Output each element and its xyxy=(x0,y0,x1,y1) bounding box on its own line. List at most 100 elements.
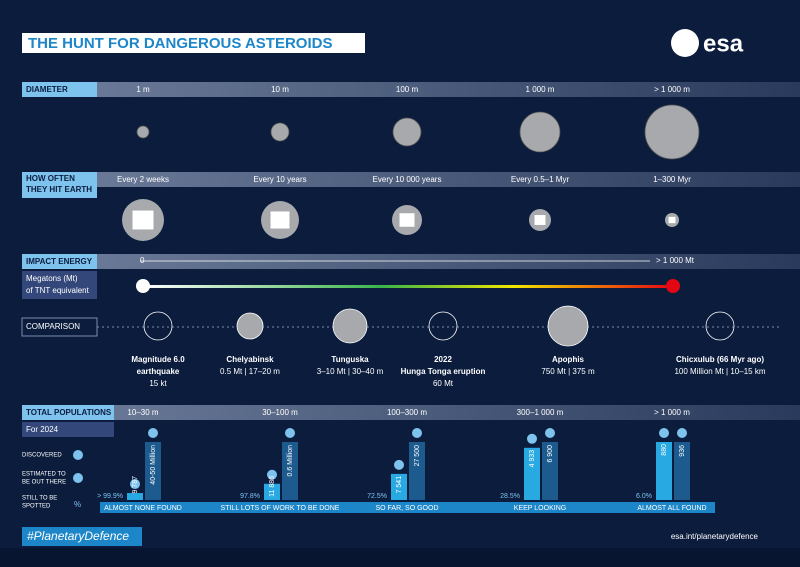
asteroid xyxy=(392,117,422,147)
label: Every 10 years xyxy=(253,175,306,184)
label: % xyxy=(74,500,81,509)
label: 936 xyxy=(679,445,686,457)
label: 4 933 xyxy=(529,450,536,468)
label: earthquake xyxy=(137,367,180,376)
calendar xyxy=(270,211,290,229)
label: 7 541 xyxy=(396,476,403,494)
label: > 99.9% xyxy=(97,493,123,500)
label: DIAMETER xyxy=(26,85,68,94)
label: 880 xyxy=(661,444,668,456)
label: 10–30 m xyxy=(127,408,158,417)
disc-icon xyxy=(527,433,537,444)
comparison-icon xyxy=(428,311,458,341)
logo-mark xyxy=(671,29,699,57)
legend-icon xyxy=(73,473,83,483)
band xyxy=(22,172,800,187)
discovered-bar xyxy=(524,447,540,500)
energy-gradient xyxy=(143,285,673,288)
hashtag-box xyxy=(22,527,142,546)
disc-icon xyxy=(130,479,140,490)
label: 60 Mt xyxy=(433,379,454,388)
label-box xyxy=(22,405,114,420)
est-icon xyxy=(677,428,687,438)
comparison-icon xyxy=(143,311,173,341)
asteroid xyxy=(270,122,290,142)
label: ALMOST ALL FOUND xyxy=(637,505,706,512)
label: Every 0.5–1 Myr xyxy=(511,175,570,184)
label: 15 kt xyxy=(149,379,167,388)
label: Every 10 000 years xyxy=(373,175,442,184)
est-icon xyxy=(285,428,295,438)
discovered-bar xyxy=(127,493,143,500)
label: 0 xyxy=(140,256,145,265)
est-icon xyxy=(148,428,158,438)
label: > 1 000 m xyxy=(654,408,690,417)
label: 300–1 000 m xyxy=(517,408,564,417)
label: 0.6 Million xyxy=(287,445,294,477)
label: 40-50 Million xyxy=(150,445,157,485)
start-icon xyxy=(136,279,150,293)
label: TOTAL POPULATIONS xyxy=(26,408,112,417)
label: STILL TO BE xyxy=(22,496,57,502)
label: 750 Mt | 375 m xyxy=(541,367,595,376)
label: > 1 000 m xyxy=(654,85,690,94)
label: For 2024 xyxy=(26,425,59,434)
footer-bg xyxy=(0,548,800,567)
label: 6 900 xyxy=(547,445,554,463)
label: SO FAR, SO GOOD xyxy=(375,505,438,512)
label: SPOTTED xyxy=(22,504,51,510)
label-box xyxy=(22,422,114,437)
discovered-bar xyxy=(264,483,280,500)
logo: esa xyxy=(703,30,744,57)
disc-icon xyxy=(267,469,277,480)
label-box xyxy=(22,271,97,299)
comparison-icon xyxy=(547,305,589,347)
band xyxy=(22,82,800,97)
asteroid xyxy=(136,125,150,139)
label: 0.5 Mt | 17–20 m xyxy=(220,367,280,376)
label: Hunga Tonga eruption xyxy=(401,367,486,376)
label: 72.5% xyxy=(367,493,387,500)
est-icon xyxy=(545,428,555,438)
label: 9 787 xyxy=(132,476,139,494)
label: Chelyabinsk xyxy=(226,355,274,364)
disc-icon xyxy=(394,459,404,470)
estimated-bar xyxy=(674,442,690,500)
discovered-bar xyxy=(656,442,672,500)
label: 100 Million Mt | 10–15 km xyxy=(674,367,765,376)
title-box xyxy=(22,33,365,53)
label: 6.0% xyxy=(636,493,652,500)
label: 3–10 Mt | 30–40 m xyxy=(317,367,384,376)
asteroid xyxy=(519,111,561,153)
estimated-bar xyxy=(145,442,161,500)
band xyxy=(22,254,800,269)
discovered-bar xyxy=(391,473,407,500)
label-box xyxy=(22,172,97,198)
comparison-icon xyxy=(236,312,264,340)
label: 10 m xyxy=(271,85,289,94)
label: 97.8% xyxy=(240,493,260,500)
label: BE OUT THERE xyxy=(22,480,66,486)
estimated-bar xyxy=(409,442,425,500)
calendar xyxy=(399,213,415,227)
band xyxy=(22,405,800,420)
label: esa.int/planetarydefence xyxy=(671,532,759,541)
label: COMPARISON xyxy=(26,322,80,331)
est-icon xyxy=(412,428,422,438)
label: of TNT equivalent xyxy=(26,286,90,295)
label: Megatons (Mt) xyxy=(26,274,78,283)
label: Every 2 weeks xyxy=(117,175,169,184)
estimated-bar xyxy=(542,442,558,500)
label: Chicxulub (66 Myr ago) xyxy=(676,355,764,364)
label: THEY HIT EARTH xyxy=(26,185,92,194)
label: 1 000 m xyxy=(526,85,555,94)
label: Apophis xyxy=(552,355,585,364)
label: 1–300 Myr xyxy=(653,175,691,184)
label: IMPACT ENERGY xyxy=(26,257,93,266)
label: Tunguska xyxy=(331,355,369,364)
title: THE HUNT FOR DANGEROUS ASTEROIDS xyxy=(28,35,332,52)
label: 30–100 m xyxy=(262,408,298,417)
estimated-bar xyxy=(282,442,298,500)
calendar xyxy=(668,216,676,224)
